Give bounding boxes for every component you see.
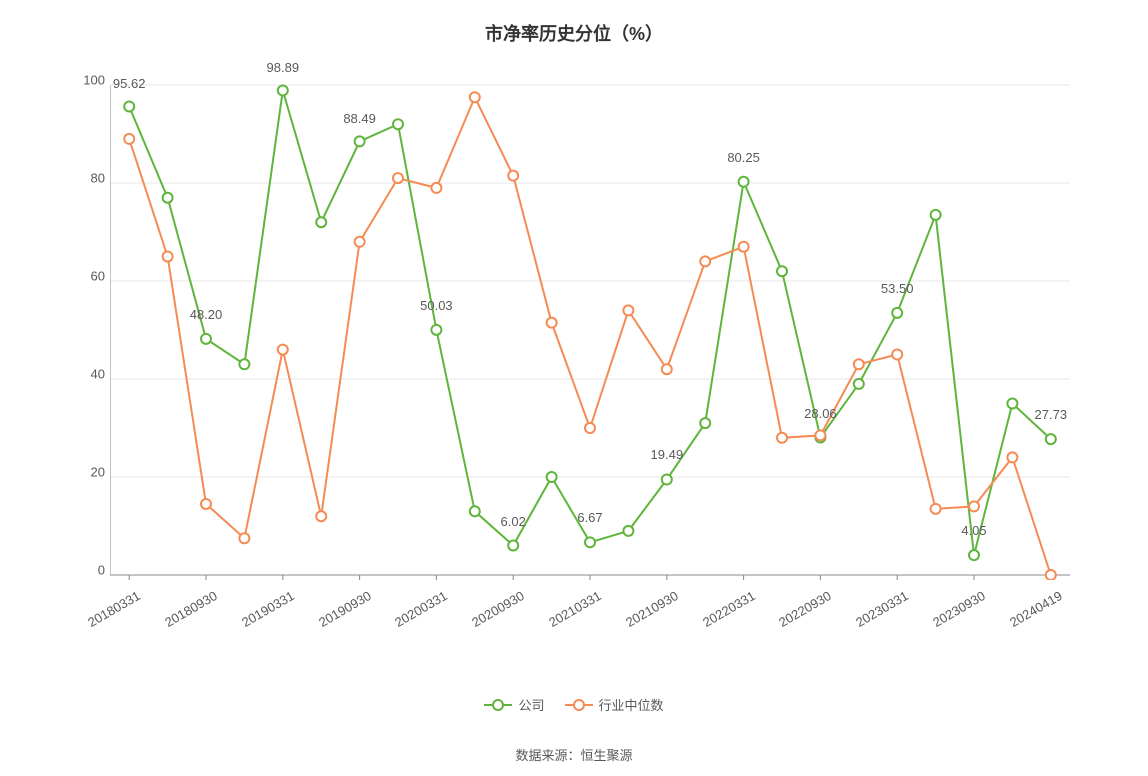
legend-marker-icon (484, 698, 512, 712)
x-axis-labels: 2018033120180930201903312019093020200331… (110, 575, 1070, 675)
x-axis-label: 20210331 (536, 588, 604, 636)
y-axis-label: 80 (91, 171, 105, 186)
x-axis-label: 20220930 (766, 588, 834, 636)
x-axis-label: 20190331 (228, 588, 296, 636)
chart-svg (110, 80, 1070, 580)
legend-label: 公司 (518, 695, 544, 714)
x-axis-label: 20190930 (305, 588, 373, 636)
x-axis-label: 20210930 (612, 588, 680, 636)
y-axis-label: 20 (91, 465, 105, 480)
source-text: 数据来源：恒生聚源 (0, 745, 1148, 764)
y-axis-label: 40 (91, 367, 105, 382)
legend-marker-icon (565, 698, 593, 712)
x-axis-label: 20180331 (75, 588, 143, 636)
y-axis-label: 60 (91, 269, 105, 284)
x-axis-label: 20200331 (382, 588, 450, 636)
x-axis-label: 20240419 (996, 588, 1064, 636)
x-axis-label: 20230331 (843, 588, 911, 636)
legend-item[interactable]: 公司 (484, 695, 544, 714)
y-axis-label: 100 (83, 73, 105, 88)
x-axis-label: 20180930 (152, 588, 220, 636)
legend-item[interactable]: 行业中位数 (565, 695, 664, 714)
chart-title: 市净率历史分位（%） (0, 20, 1148, 46)
chart-area (110, 80, 1070, 570)
y-axis-labels: 020406080100 (70, 80, 105, 570)
legend: 公司 行业中位数 (0, 695, 1148, 717)
x-axis-label: 20200930 (459, 588, 527, 636)
y-axis-label: 0 (98, 563, 105, 578)
data-point-label: 98.89 (267, 60, 300, 75)
legend-label: 行业中位数 (599, 695, 664, 714)
x-axis-label: 20220331 (689, 588, 757, 636)
x-axis-label: 20230930 (920, 588, 988, 636)
